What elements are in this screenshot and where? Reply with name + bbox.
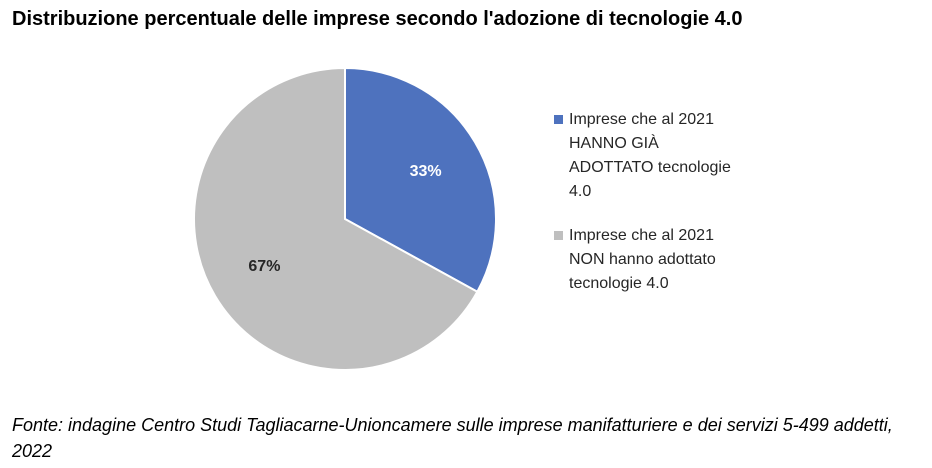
pie-slices [193, 66, 497, 371]
legend-label-not-adopted: Imprese che al 2021 NON hanno adottato t… [569, 227, 716, 292]
chart-legend: Imprese che al 2021 HANNO GIÀ ADOTTATO t… [554, 108, 754, 316]
pie-data-labels: 33% 67% [248, 163, 441, 275]
source-footnote: Fonte: indagine Centro Studi Tagliacarne… [12, 415, 893, 461]
pie-slice-adopted [344, 66, 497, 294]
data-label-not-adopted: 67% [248, 258, 280, 275]
legend-swatch-not-adopted [554, 231, 563, 240]
legend-item-not-adopted: Imprese che al 2021 NON hanno adottato t… [554, 224, 754, 296]
chart-title: Distribuzione percentuale delle imprese … [12, 8, 743, 30]
legend-item-adopted: Imprese che al 2021 HANNO GIÀ ADOTTATO t… [554, 108, 754, 204]
pie-slice-not-adopted [193, 66, 479, 371]
legend-swatch-adopted [554, 115, 563, 124]
data-label-adopted: 33% [410, 163, 442, 180]
legend-label-adopted: Imprese che al 2021 HANNO GIÀ ADOTTATO t… [569, 111, 731, 200]
